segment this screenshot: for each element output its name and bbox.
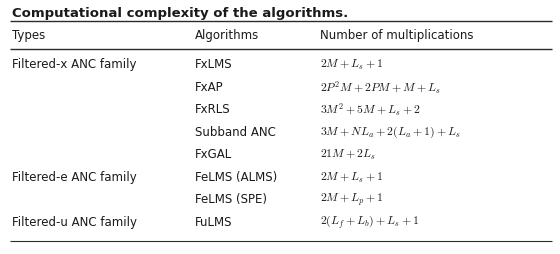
Text: FeLMS (SPE): FeLMS (SPE) — [195, 193, 267, 206]
Text: FxRLS: FxRLS — [195, 103, 231, 116]
Text: FxAP: FxAP — [195, 81, 223, 94]
Text: Filtered-e ANC family: Filtered-e ANC family — [12, 170, 137, 183]
Text: $2(L_f+L_b)+L_s+1$: $2(L_f+L_b)+L_s+1$ — [320, 213, 420, 230]
Text: $2P^2M+2PM+M+L_s$: $2P^2M+2PM+M+L_s$ — [320, 79, 441, 96]
Text: Number of multiplications: Number of multiplications — [320, 29, 474, 42]
Text: FeLMS (ALMS): FeLMS (ALMS) — [195, 170, 277, 183]
Text: Subband ANC: Subband ANC — [195, 125, 276, 138]
Text: FxGAL: FxGAL — [195, 148, 232, 161]
Text: Types: Types — [12, 29, 45, 42]
Text: FuLMS: FuLMS — [195, 215, 232, 228]
Text: Computational complexity of the algorithms.: Computational complexity of the algorith… — [12, 6, 348, 19]
Text: $21M+2L_s$: $21M+2L_s$ — [320, 147, 376, 161]
Text: Filtered-u ANC family: Filtered-u ANC family — [12, 215, 137, 228]
Text: Filtered-x ANC family: Filtered-x ANC family — [12, 58, 137, 71]
Text: Algorithms: Algorithms — [195, 29, 259, 42]
Text: $3M^2+5M+L_s+2$: $3M^2+5M+L_s+2$ — [320, 101, 421, 118]
Text: FxLMS: FxLMS — [195, 58, 232, 71]
Text: $2M+L_p+1$: $2M+L_p+1$ — [320, 191, 384, 208]
Text: $2M+L_s+1$: $2M+L_s+1$ — [320, 58, 384, 72]
Text: $2M+L_s+1$: $2M+L_s+1$ — [320, 170, 384, 184]
Text: $3M+NL_a+2(L_a+1)+L_s$: $3M+NL_a+2(L_a+1)+L_s$ — [320, 124, 461, 140]
